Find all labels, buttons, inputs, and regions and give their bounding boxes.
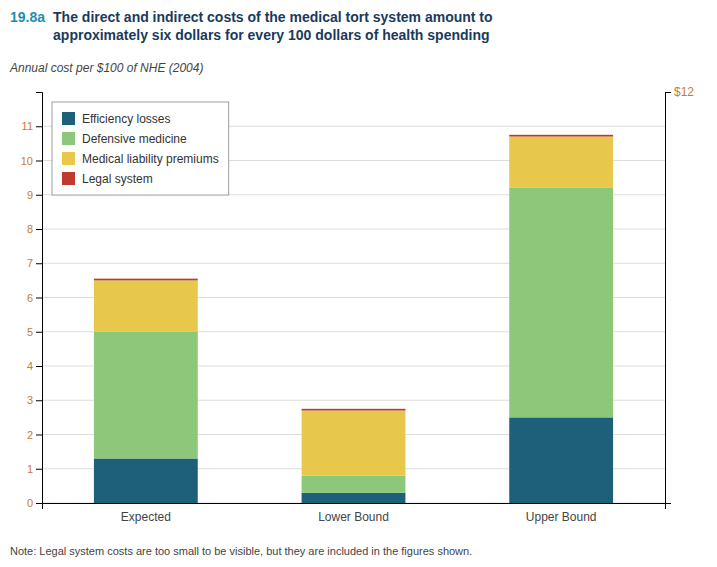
tick: 0 bbox=[27, 497, 42, 509]
x-axis: Expected Lower Bound Upper Bound bbox=[43, 504, 666, 524]
tick: 11 bbox=[22, 120, 42, 132]
bar bbox=[302, 476, 406, 493]
tick-label: 11 bbox=[22, 120, 33, 132]
tick-label: 0 bbox=[27, 497, 33, 509]
tick-label: 8 bbox=[27, 223, 33, 235]
tick-label: Upper Bound bbox=[526, 510, 597, 524]
note: Note: Legal system costs are too small t… bbox=[10, 545, 472, 557]
bar bbox=[509, 188, 613, 417]
tick: 9 bbox=[27, 189, 42, 201]
tick: 10 bbox=[21, 155, 42, 167]
legend-label: Defensive medicine bbox=[82, 132, 187, 146]
legend: Efficiency losses Defensive medicine Medic… bbox=[52, 102, 229, 195]
tick-mark bbox=[36, 469, 42, 470]
tick-label: $12 bbox=[674, 85, 694, 99]
bar bbox=[509, 417, 613, 503]
tick: 2 bbox=[27, 429, 42, 441]
bar bbox=[94, 458, 198, 503]
title-line: The direct and indirect costs of the med… bbox=[53, 9, 493, 25]
axis-line bbox=[666, 93, 672, 504]
legend-swatch bbox=[62, 172, 75, 185]
bar bbox=[302, 409, 406, 411]
tick-mark bbox=[665, 92, 671, 93]
tick-label: Expected bbox=[121, 510, 171, 524]
legend-label: Efficiency losses bbox=[82, 112, 170, 126]
tick: Lower Bound bbox=[318, 510, 389, 524]
tick: 1 bbox=[27, 463, 42, 475]
tick-mark bbox=[36, 161, 42, 162]
tick: 8 bbox=[27, 223, 42, 235]
tick-label: Lower Bound bbox=[318, 510, 389, 524]
tick-label: 2 bbox=[27, 429, 33, 441]
title-number: 19.8a bbox=[10, 9, 45, 25]
bar bbox=[302, 493, 406, 503]
legend-item: Defensive medicine bbox=[62, 132, 187, 146]
tick-mark bbox=[36, 263, 42, 264]
tick-mark bbox=[36, 435, 42, 436]
y2-axis: $12 bbox=[665, 85, 694, 503]
tick: $12 bbox=[665, 85, 694, 99]
tick-mark bbox=[36, 366, 42, 367]
grid bbox=[42, 126, 665, 503]
tick-label: 3 bbox=[27, 394, 33, 406]
bar bbox=[94, 280, 198, 331]
legend-item: Efficiency losses bbox=[62, 112, 170, 126]
tick-label: 9 bbox=[27, 189, 33, 201]
tick-mark bbox=[36, 503, 42, 504]
tick: 3 bbox=[27, 394, 42, 406]
tick: 4 bbox=[27, 360, 42, 372]
bar bbox=[94, 332, 198, 459]
tick: 7 bbox=[27, 257, 42, 269]
tick-label: 1 bbox=[27, 463, 33, 475]
legend-frame bbox=[52, 102, 229, 195]
legend-item: Legal system bbox=[62, 172, 153, 186]
axis-line bbox=[43, 504, 666, 510]
bar bbox=[302, 411, 406, 476]
title: The direct and indirect costs of the med… bbox=[53, 9, 493, 43]
legend-swatch bbox=[62, 112, 75, 125]
tick-mark bbox=[36, 229, 42, 230]
tick-label: 4 bbox=[27, 360, 33, 372]
tick-label: 5 bbox=[27, 326, 33, 338]
tick-label: 10 bbox=[21, 155, 33, 167]
legend-label: Medical liability premiums bbox=[82, 152, 219, 166]
legend-label: Legal system bbox=[82, 172, 153, 186]
y-axis: 0 1 2 3 4 5 6 7 8 9 10 11 bbox=[21, 93, 43, 510]
bar bbox=[94, 279, 198, 281]
tick-mark bbox=[36, 195, 42, 196]
legend-item: Medical liability premiums bbox=[62, 152, 219, 166]
tick-label: 6 bbox=[27, 292, 33, 304]
tick-mark bbox=[36, 332, 42, 333]
legend-swatch bbox=[62, 152, 75, 165]
bar bbox=[509, 137, 613, 188]
axis-line bbox=[36, 93, 43, 504]
tick-mark bbox=[36, 298, 42, 299]
tick: Expected bbox=[121, 510, 171, 524]
tick-mark bbox=[36, 400, 42, 401]
chart: 19.8a The direct and indirect costs of th… bbox=[0, 0, 717, 567]
bar-series bbox=[94, 188, 613, 493]
subtitle: Annual cost per $100 of NHE (2004) bbox=[9, 61, 203, 75]
tick: Upper Bound bbox=[526, 510, 597, 524]
tick-label: 7 bbox=[27, 257, 33, 269]
bar bbox=[509, 135, 613, 137]
legend-swatch bbox=[62, 132, 75, 145]
tick-mark bbox=[36, 126, 42, 127]
title-line: approximately six dollars for every 100 … bbox=[53, 27, 489, 43]
tick: 5 bbox=[27, 326, 42, 338]
plot: 0 1 2 3 4 5 6 7 8 9 10 11 $12 Expected Lower Bound Uppe… bbox=[21, 85, 695, 523]
tick: 6 bbox=[27, 292, 42, 304]
